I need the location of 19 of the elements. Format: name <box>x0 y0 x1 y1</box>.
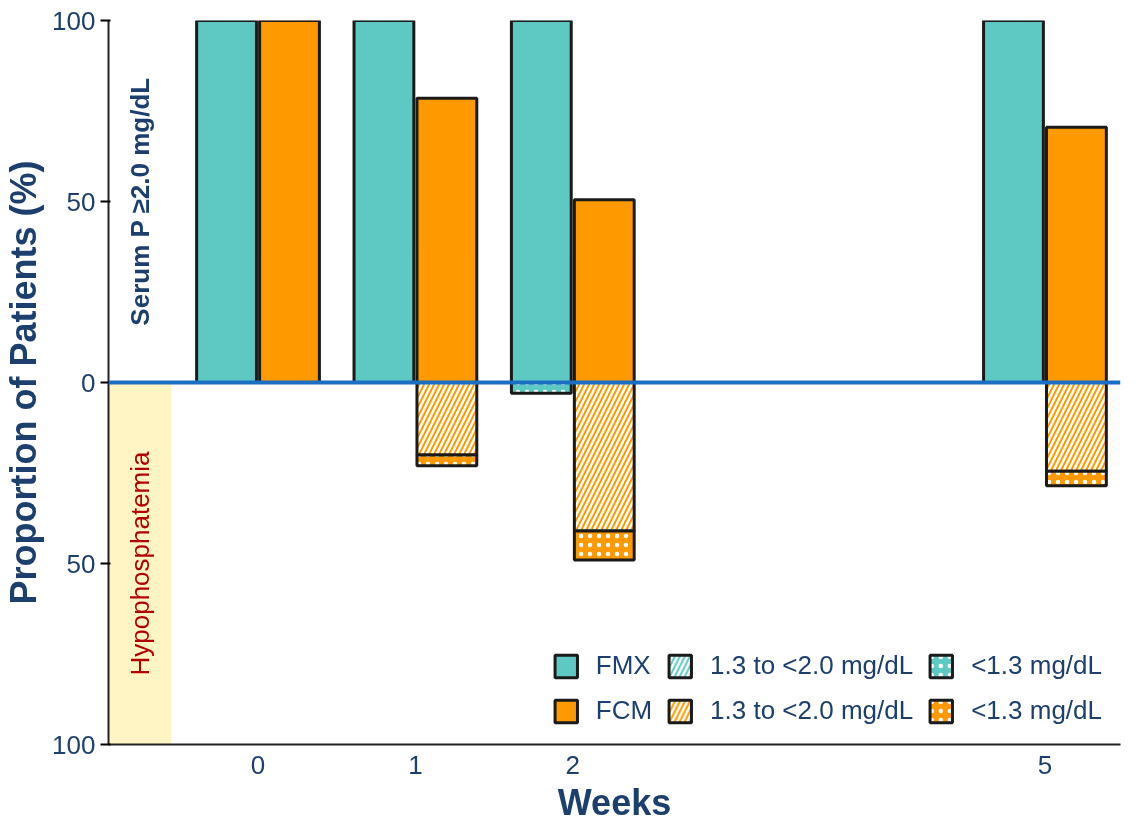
y-tick-label: 100 <box>52 729 96 760</box>
y-tick-label: 50 <box>66 548 96 579</box>
y-tick-label: 100 <box>52 5 96 36</box>
legend-label: 1.3 to <2.0 mg/dL <box>710 695 914 726</box>
x-tick-label: 2 <box>565 749 581 780</box>
legend-label: FCM <box>595 695 653 726</box>
x-tick-label: 5 <box>1037 749 1053 780</box>
legend-label: FMX <box>595 650 651 681</box>
y-tick-label: 50 <box>66 186 96 217</box>
y-axis-title: Proportion of Patients (%) <box>3 160 45 605</box>
x-tick-label: 0 <box>250 749 266 780</box>
band-label: Hypophosphatemia <box>124 450 155 676</box>
legend-label: 1.3 to <2.0 mg/dL <box>710 650 914 681</box>
x-axis-title: Weeks <box>557 781 672 823</box>
y-tick-label: 0 <box>81 367 96 398</box>
legend-label: <1.3 mg/dL <box>971 695 1102 726</box>
annotation: Serum P ≥2.0 mg/dL <box>124 77 155 326</box>
legend-label: <1.3 mg/dL <box>971 650 1102 681</box>
x-tick-label: 1 <box>408 749 423 780</box>
